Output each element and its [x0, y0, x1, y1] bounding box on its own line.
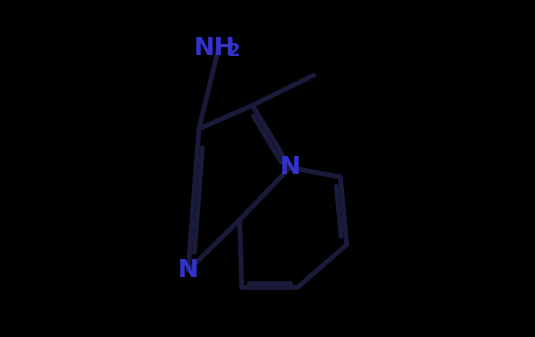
Text: 2: 2	[228, 42, 241, 60]
Text: N: N	[280, 155, 301, 179]
Text: N: N	[178, 258, 198, 282]
Text: NH: NH	[193, 36, 235, 60]
